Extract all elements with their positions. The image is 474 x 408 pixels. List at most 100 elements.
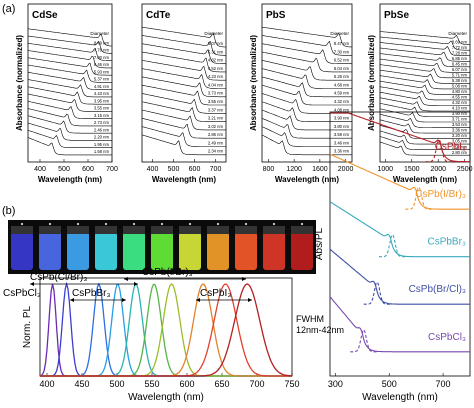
x-tick-label: 550 xyxy=(144,379,159,389)
pl-emission-curve xyxy=(40,283,293,377)
x-axis-label: Wavelength (nm) xyxy=(362,392,438,403)
diameter-label: 3.21 nm xyxy=(208,116,224,121)
absorption-trace xyxy=(27,115,112,134)
diameter-label: 3.71 nm xyxy=(452,117,468,122)
vial-highlight xyxy=(189,223,191,225)
absorption-curve xyxy=(329,248,470,305)
diameter-label: 3.53 nm xyxy=(452,122,468,127)
diameter-label: 6.85 nm xyxy=(452,56,468,61)
vial xyxy=(123,232,145,270)
diameter-label: 3.55 nm xyxy=(208,99,224,104)
legend-title: Diameter xyxy=(90,31,109,36)
absorption-trace xyxy=(27,137,112,156)
x-tick-label: 600 xyxy=(82,166,94,173)
label-cspbibr: CsPb(I/Br)₃ xyxy=(142,267,193,278)
absorption-trace xyxy=(27,57,112,76)
absorption-trace xyxy=(27,72,112,90)
panel-a-label: (a) xyxy=(2,3,15,15)
absorption-trace xyxy=(261,60,352,81)
arrow-cspbclbr-head xyxy=(134,282,138,286)
x-axis-label: Wavelength (nm) xyxy=(38,175,102,184)
absorption-trace xyxy=(27,130,112,148)
diameter-label: 1.95 nm xyxy=(94,142,110,147)
absorption-trace xyxy=(27,93,112,112)
x-tick-label: 1000 xyxy=(378,166,394,173)
diameter-label: 3.36 nm xyxy=(334,149,350,154)
absorption-trace xyxy=(379,91,470,106)
diameter-label: 2.34 nm xyxy=(208,149,224,154)
diameter-label: 3.36 nm xyxy=(452,128,468,133)
diameter-label: 1.58 nm xyxy=(94,149,110,154)
diameter-label: 2.80 nm xyxy=(452,150,468,155)
x-tick-label: 500 xyxy=(58,166,70,173)
vial-cap xyxy=(291,226,313,234)
plot-frame xyxy=(379,3,471,163)
perovskite-abs-pl-plot: 300 500 700 Wavelength (nm) Abs/PL CsPbI₃ CsPb… xyxy=(314,111,471,403)
absorption-trace xyxy=(379,97,470,112)
absorption-trace xyxy=(379,86,470,101)
absorption-trace xyxy=(379,114,470,128)
absorption-trace xyxy=(141,109,226,131)
absorption-trace xyxy=(141,51,226,73)
vial-highlight xyxy=(77,223,79,225)
x-tick-label: 400 xyxy=(34,166,46,173)
diameter-label: 5.26 nm xyxy=(334,74,350,79)
x-tick-label: 750 xyxy=(284,379,299,389)
vial xyxy=(151,232,173,270)
label-cspbbr3: CsPbBr₃ xyxy=(72,288,111,299)
x-tick-label: 600 xyxy=(189,166,201,173)
absorption-curve xyxy=(329,201,470,258)
series-label: CsPb(I/Br)₃ xyxy=(415,189,466,200)
vial xyxy=(11,232,33,270)
absorption-trace xyxy=(379,80,470,95)
absorption-trace xyxy=(141,101,226,122)
vial-cap xyxy=(263,226,285,234)
absorption-trace xyxy=(379,69,470,84)
label-cspbi3: CsPbI₃ xyxy=(200,288,231,299)
absorption-trace xyxy=(27,86,112,105)
vial xyxy=(291,232,313,270)
diameter-label: 5.93 nm xyxy=(94,69,110,74)
fwhm-title: FWHM xyxy=(296,314,324,324)
vial-highlight xyxy=(245,223,247,225)
series-label: CsPbI₃ xyxy=(435,142,466,153)
plot-frame xyxy=(329,111,471,377)
diameter-label: 3.73 nm xyxy=(208,91,224,96)
vial-cap xyxy=(39,226,61,234)
diameter-label: 3.90 nm xyxy=(452,111,468,116)
label-cspbclbr: CsPb(Cl/Br)₃ xyxy=(30,272,87,283)
diameter-label: 6.07 nm xyxy=(208,41,224,46)
plot-frame xyxy=(27,3,113,163)
x-tick-label: 400 xyxy=(39,379,54,389)
diameter-label: 3.95 nm xyxy=(94,98,110,103)
x-tick-label: 450 xyxy=(74,379,89,389)
diameter-label: 4.04 nm xyxy=(208,82,224,87)
legend-title: Diameter xyxy=(204,31,223,36)
absorption-trace xyxy=(261,84,352,106)
x-axis-label: Wavelength (nm) xyxy=(393,175,457,184)
y-axis-label: Abs/PL xyxy=(314,227,325,260)
absorption-trace xyxy=(141,43,226,64)
diameter-label: 3.37 nm xyxy=(208,107,224,112)
diameter-label: 2.92 nm xyxy=(452,144,468,149)
absorption-trace xyxy=(27,108,112,127)
absorption-trace xyxy=(261,51,352,73)
arrow-cspbclbr-head xyxy=(30,282,34,286)
diameter-label: 8.47 nm xyxy=(334,41,350,46)
diameter-label: 4.82 nm xyxy=(208,58,224,63)
diameter-label: 4.32 nm xyxy=(334,99,350,104)
diameter-label: 4.08 nm xyxy=(334,107,350,112)
vial-cap xyxy=(179,226,201,234)
absorption-trace xyxy=(379,36,470,51)
diameter-label: 4.80 nm xyxy=(452,89,468,94)
diameter-label: 3.46 nm xyxy=(334,140,350,145)
diameter-label: 6.52 nm xyxy=(334,58,350,63)
diameter-label: 4.32 nm xyxy=(452,100,468,105)
series-label: CsPbCl₃ xyxy=(428,332,466,343)
plot-frame xyxy=(261,3,353,163)
x-tick-label: 700 xyxy=(436,379,451,389)
absorption-trace xyxy=(141,26,226,48)
vial-highlight xyxy=(133,223,135,225)
vial-highlight xyxy=(161,223,163,225)
